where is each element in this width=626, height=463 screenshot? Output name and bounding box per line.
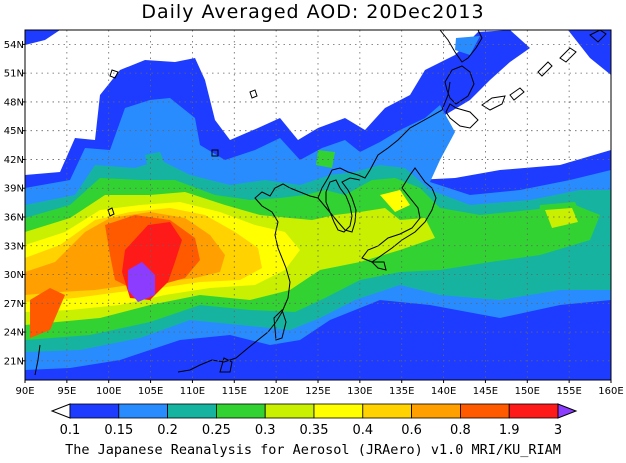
- lon-tick-label: 140E: [431, 386, 456, 397]
- colorbar-label: 0.25: [202, 423, 231, 438]
- lon-tick-label: 135E: [389, 386, 414, 397]
- colorbar-label: 0.6: [401, 423, 422, 438]
- aod-region-3: [128, 262, 155, 302]
- lat-tick-label: 36N: [4, 212, 24, 223]
- lat-tick-label: 24N: [4, 328, 24, 339]
- lon-tick-label: 130E: [347, 386, 372, 397]
- colorbar-label: 0.4: [352, 423, 373, 438]
- longitude-labels: 90E 95E 100E 105E 110E 115E 120E 125E 130E 135E 14…: [15, 380, 624, 397]
- lon-tick-label: 110E: [180, 386, 205, 397]
- lon-tick-label: 160E: [598, 386, 623, 397]
- lat-tick-label: 54N: [4, 40, 24, 51]
- lat-tick-label: 51N: [4, 69, 24, 80]
- colorbar-label: 0.1: [60, 423, 81, 438]
- colorbar-label: 0.15: [104, 423, 133, 438]
- lat-tick-label: 42N: [4, 155, 24, 166]
- lat-tick-label: 39N: [4, 184, 24, 195]
- lon-tick-label: 145E: [473, 386, 498, 397]
- colorbar-swatch: [69, 403, 120, 419]
- colorbar-swatch: [459, 403, 510, 419]
- graticule: [25, 30, 611, 380]
- lat-tick-label: 27N: [4, 299, 24, 310]
- colorbar-swatch: [362, 403, 412, 419]
- colorbar-swatch: [411, 403, 461, 419]
- aod-region-0.8: [30, 288, 65, 338]
- lon-tick-label: 105E: [138, 386, 163, 397]
- colorbar-swatch: [167, 403, 217, 419]
- colorbar-label: 0.3: [255, 423, 276, 438]
- lon-tick-label: 125E: [305, 386, 330, 397]
- colorbar-label: 0.35: [300, 423, 329, 438]
- lon-tick-label: 100E: [96, 386, 121, 397]
- lat-tick-label: 48N: [4, 97, 24, 108]
- colorbar-arrow-high: [557, 403, 578, 419]
- lon-tick-label: 95E: [57, 386, 76, 397]
- colorbar-arrow-low: [50, 403, 71, 419]
- colorbar-swatch: [215, 403, 266, 419]
- map-title: Daily Averaged AOD: 20Dec2013: [141, 1, 485, 23]
- lat-tick-label: 30N: [4, 270, 24, 281]
- lat-tick-label: 21N: [4, 356, 24, 367]
- lon-tick-label: 115E: [222, 386, 247, 397]
- colorbar-swatch: [313, 403, 364, 419]
- colorbar-label: 0.8: [450, 423, 471, 438]
- latitude-labels: 54N 51N 48N 45N 42N 39N 36N 33N 30N 27N 24N 21N: [4, 40, 25, 367]
- lon-tick-label: 120E: [263, 386, 288, 397]
- lon-tick-label: 150E: [515, 386, 540, 397]
- colorbar-label: 3: [554, 423, 562, 438]
- lat-tick-label: 33N: [4, 241, 24, 252]
- colorbar-label: 0.2: [157, 423, 178, 438]
- colorbar-swatch: [508, 403, 559, 419]
- lat-tick-label: 45N: [4, 126, 24, 137]
- coastlines: [34, 30, 607, 376]
- colorbar-swatch: [118, 403, 169, 419]
- lon-tick-label: 90E: [15, 386, 34, 397]
- lon-tick-label: 155E: [556, 386, 581, 397]
- colorbar: 0.1 0.15 0.2 0.25 0.3 0.35 0.4 0.6 0.8 1.9 3: [50, 403, 578, 438]
- colorbar-label: 1.9: [499, 423, 520, 438]
- aod-field: [25, 30, 611, 380]
- colorbar-swatch: [264, 403, 315, 419]
- credit-line: The Japanese Reanalysis for Aerosol (JRA…: [65, 442, 561, 458]
